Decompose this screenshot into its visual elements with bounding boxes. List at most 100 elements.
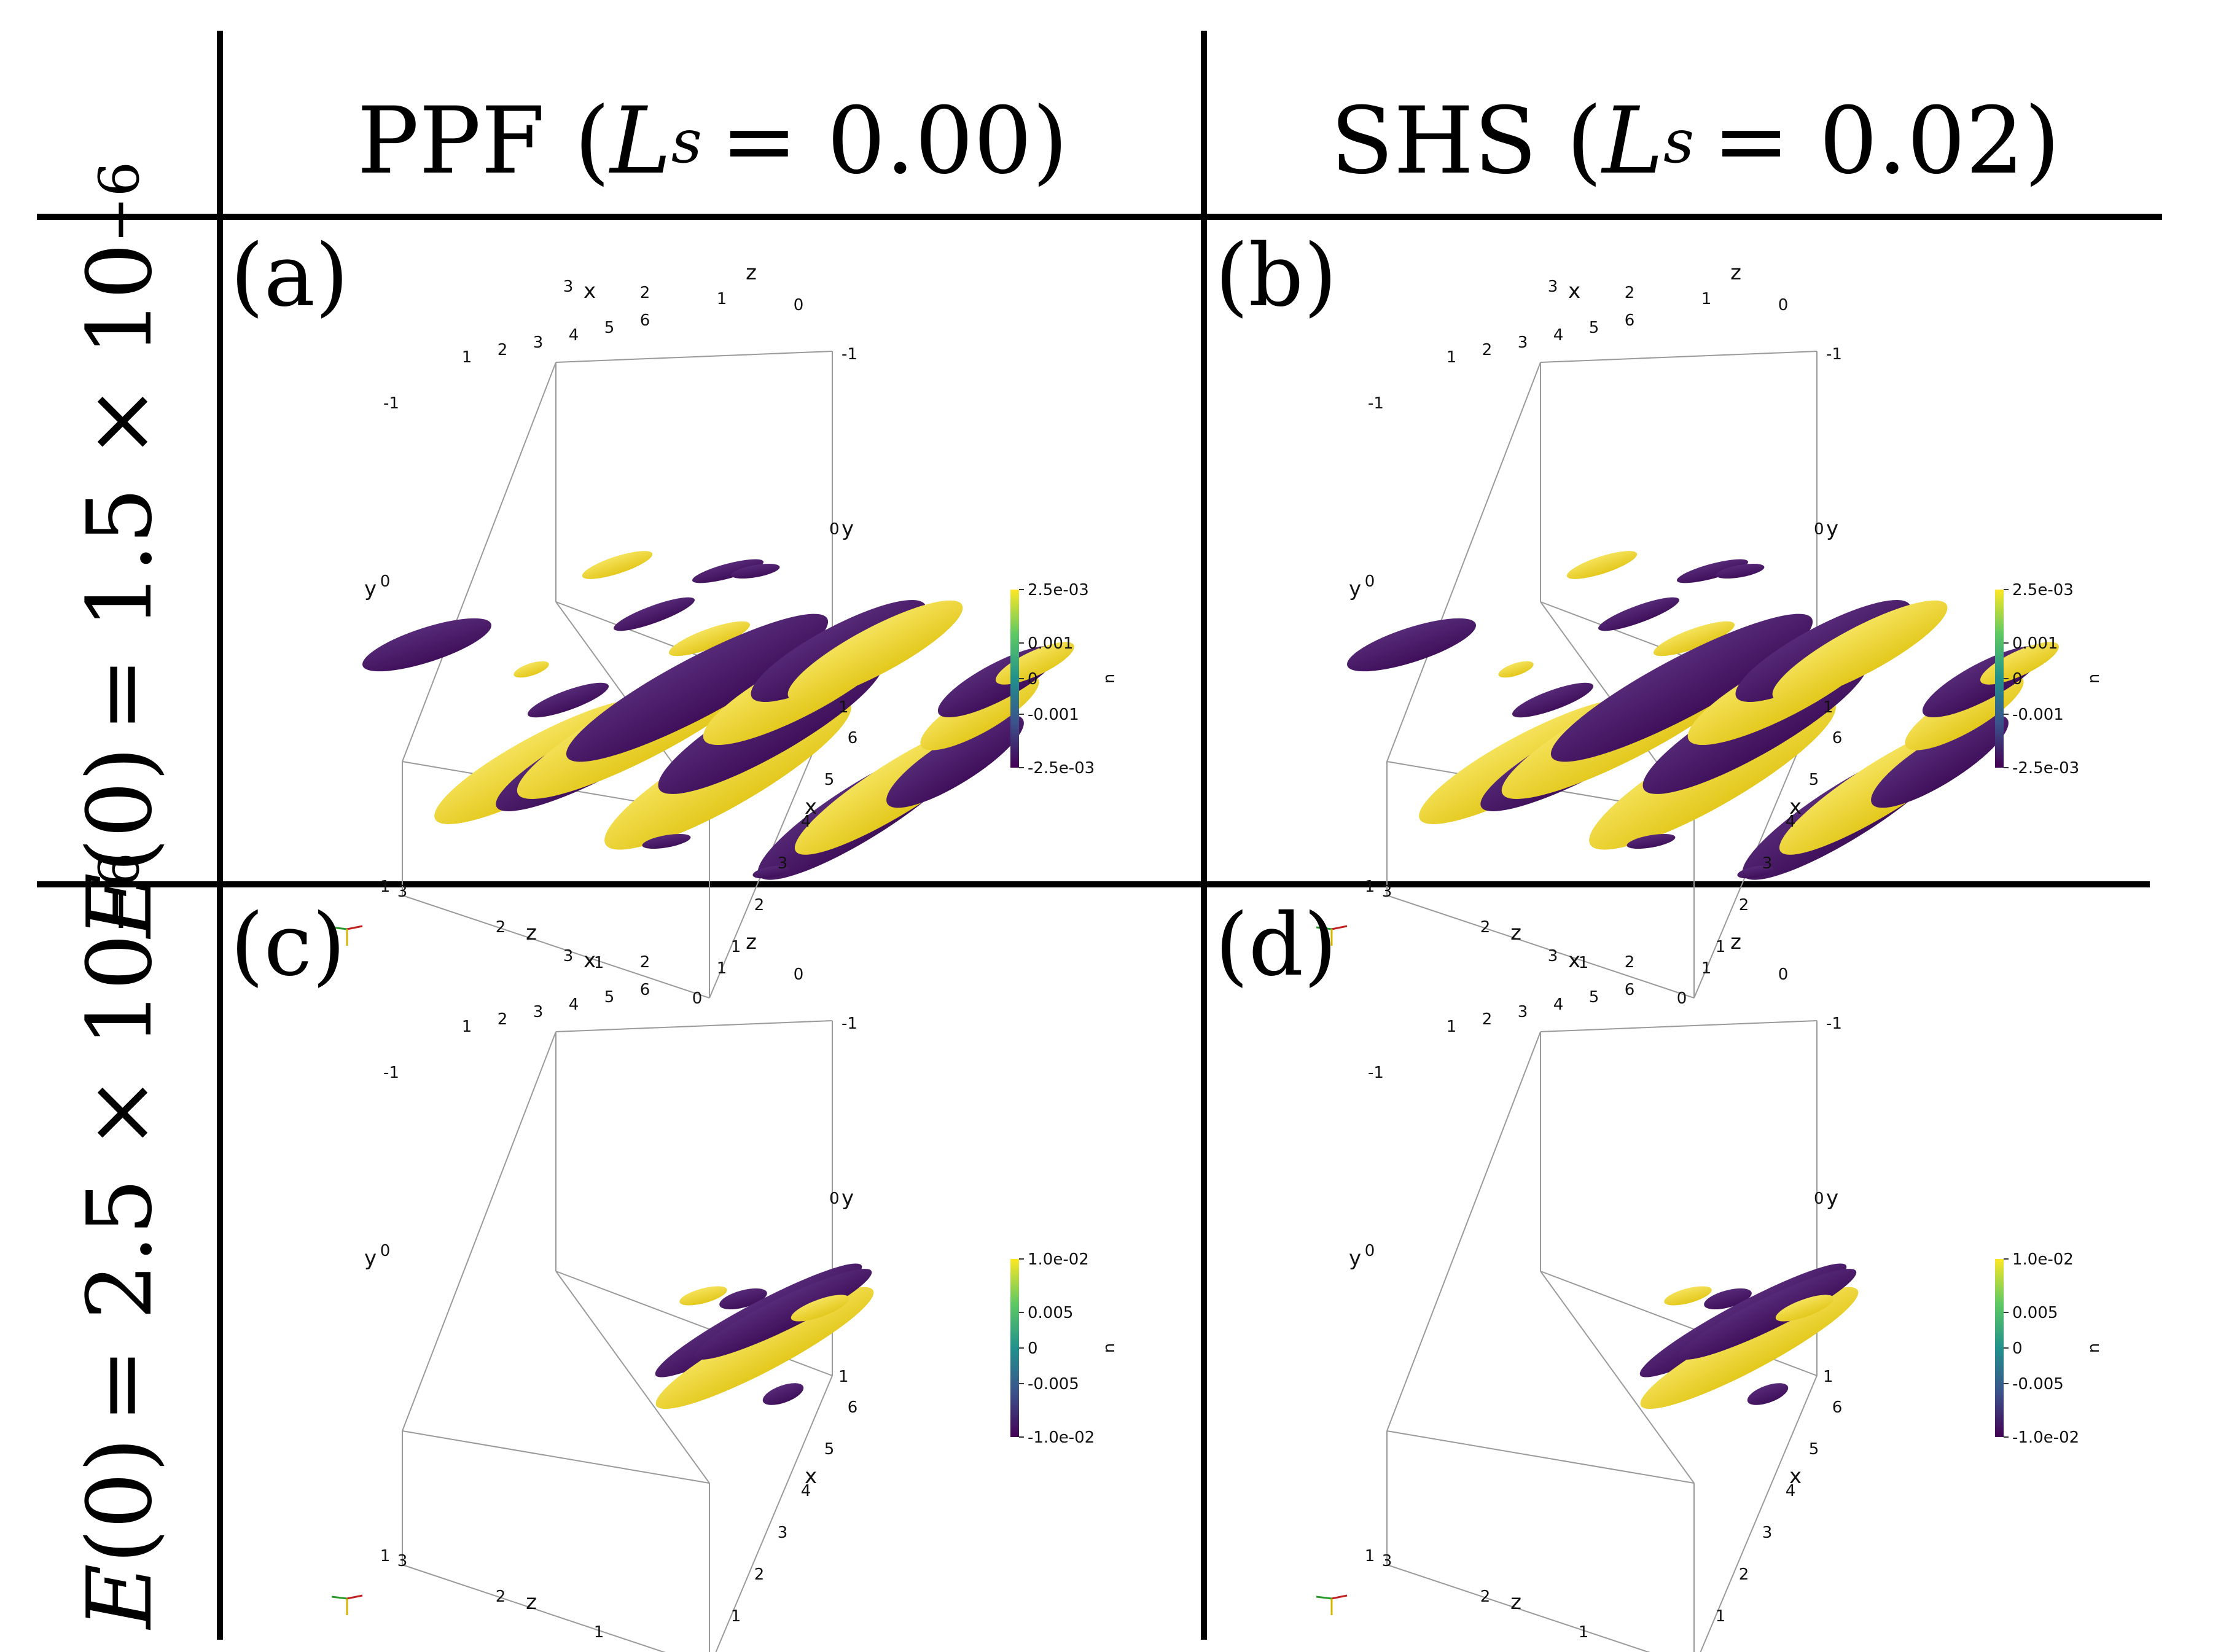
colorbar-gradient: [1995, 1259, 2004, 1437]
x-tick-bottom: 1: [731, 1607, 741, 1626]
isosurfaces: [1639, 1263, 1859, 1409]
y-tick-right: -1: [1826, 345, 1842, 364]
energy-value: = 2.5 × 10: [68, 933, 172, 1423]
colorbar-tick-min: -1.0e-02: [1028, 1428, 1095, 1447]
panel-label: (c): [230, 895, 346, 995]
box-edge: [1386, 1430, 1695, 1484]
colorbar-variable-label: u: [2086, 1343, 2104, 1353]
panel-label: (b): [1215, 226, 1337, 326]
positive-isosurface: [582, 551, 653, 579]
y-tick-right: 1: [838, 1368, 849, 1386]
colorbar-tick-zero: 0: [2012, 670, 2023, 688]
negative-isosurface: [752, 865, 789, 879]
y-tick-left: 0: [380, 1242, 391, 1260]
x-tick-bottom: 4: [801, 1482, 811, 1500]
panel-d: (d)123456x3210z-101y-101y3210z123456x1.0…: [1209, 890, 2185, 1652]
row-header-2: E (0) = 2.5 × 10 −6: [58, 852, 181, 1629]
colorbar-tick-zero: 0: [2012, 1339, 2023, 1358]
x-axis-label-bottom: x: [1789, 1464, 1802, 1489]
z-tick-top: 2: [640, 284, 650, 302]
x-tick-top: 3: [533, 333, 544, 352]
z-tick-top: 2: [1625, 284, 1635, 302]
x-tick-top: 4: [569, 326, 579, 345]
y-tick-right: -1: [842, 345, 857, 364]
positive-isosurface: [1566, 551, 1638, 579]
box-edge: [402, 362, 556, 762]
z-tick-top: 0: [794, 296, 804, 314]
isosurface-plot: 1 2 3 4 5 6x3 2 1 0z-101y-101y3210z123456x2.5e-0…: [331, 260, 1120, 1008]
isosurface-plot: 123456x3210z-101y-101y3210z123456x1.0e-0…: [331, 930, 1120, 1652]
positive-isosurface: [1775, 1295, 1834, 1322]
x-tick-top: 5: [604, 988, 615, 1007]
z-tick-bottom: 0: [692, 989, 703, 1008]
x-tick-bottom: 2: [754, 896, 765, 914]
paren-open: (: [1537, 88, 1603, 195]
paren-close: ): [1032, 88, 1068, 195]
panel-label: (a): [230, 226, 349, 326]
negative-isosurface: [1676, 559, 1749, 583]
negative-isosurface: [566, 614, 829, 762]
y-tick-left: 0: [1365, 1242, 1375, 1260]
panel-a: (a) 1 2 3 4 5 6 x 3 2 1 0 z -1 0 1 y -1 0 1 y 3 2 1 0 z 1 2 3 4 5 6 x 2.5…: [224, 221, 1201, 1008]
grid-horizontal-line-middle: [37, 881, 2150, 887]
colorbar-tick-mid_lo: -0.001: [2012, 706, 2064, 724]
colorbar-tick-max: 2.5e-03: [2012, 581, 2074, 599]
isosurfaces: [655, 1263, 874, 1409]
negative-isosurface: [692, 559, 764, 583]
positive-isosurface: [1640, 1287, 1859, 1409]
z-tick-bottom: 2: [496, 918, 506, 937]
z-tick-top: 2: [640, 953, 650, 972]
row-header-1: E (0) = 1.5 × 10 −6: [58, 162, 181, 938]
x-tick-bottom: 3: [778, 854, 788, 873]
x-tick-bottom: 4: [1786, 1482, 1796, 1500]
box-edge: [1540, 351, 1818, 363]
y-tick-right: 1: [838, 698, 849, 717]
negative-isosurface: [719, 1288, 767, 1310]
energy-value: = 1.5 × 10: [68, 243, 172, 732]
negative-isosurface: [614, 597, 695, 631]
y-tick-right: 0: [829, 520, 840, 539]
colorbar-variable-label: u: [2086, 674, 2104, 684]
positive-isosurface: [787, 600, 963, 702]
x-tick-bottom: 2: [754, 1565, 765, 1584]
orientation-triad-icon: [331, 1594, 363, 1615]
z-tick-bottom: 1: [1579, 1623, 1589, 1642]
colorbar-tick-min: -2.5e-03: [1028, 759, 1095, 777]
x-tick-bottom: 6: [1832, 1398, 1843, 1417]
y-tick-right: 0: [829, 1190, 840, 1208]
negative-isosurface: [1626, 833, 1676, 849]
x-axis-label-bottom: x: [1789, 795, 1802, 819]
z-tick-top: 3: [563, 947, 574, 965]
negative-isosurface: [1679, 1269, 1857, 1360]
x-tick-bottom: 4: [1786, 812, 1796, 831]
negative-isosurface: [642, 833, 691, 849]
z-tick-bottom: 1: [594, 954, 604, 972]
z-tick-bottom: 2: [496, 1588, 506, 1606]
x-tick-top: 1: [462, 348, 472, 367]
column-header-name: PPF: [357, 88, 545, 195]
negative-isosurface: [1871, 715, 2009, 808]
z-tick-bottom: 3: [397, 1552, 408, 1570]
x-tick-bottom: 5: [1809, 1440, 1819, 1459]
z-tick-bottom: 2: [1480, 1588, 1491, 1606]
negative-isosurface: [1598, 597, 1679, 631]
z-tick-bottom: 3: [1382, 1552, 1392, 1570]
y-axis-label-right: y: [1826, 1186, 1838, 1210]
negative-isosurface: [1512, 682, 1594, 718]
isosurface-plot: 123456x3210z-101y-101y3210z123456x1.0e-0…: [1316, 930, 2104, 1652]
negative-isosurface: [731, 563, 780, 579]
axes-box: [402, 1020, 833, 1652]
isosurfaces: [362, 551, 1075, 880]
z-tick-top: 0: [794, 965, 804, 984]
negative-isosurface: [1747, 1383, 1789, 1405]
colorbar-tick-mid_hi: 0.001: [1028, 634, 1073, 653]
x-tick-top: 2: [498, 341, 508, 359]
x-tick-top: 6: [640, 311, 650, 330]
box-edge: [402, 1564, 666, 1652]
colorbar-gradient: [1010, 590, 1019, 768]
panel-b: (b) 1 2 3 4 5 6 x 3 2 1 0 z -1 0 1 y -1 0 1 y 3 2 1 0 z 1 2 3 4 5 6 x 2.5…: [1209, 221, 2185, 1008]
energy-exponent: −6: [88, 852, 152, 934]
orientation-triad-icon: [1316, 1594, 1348, 1615]
